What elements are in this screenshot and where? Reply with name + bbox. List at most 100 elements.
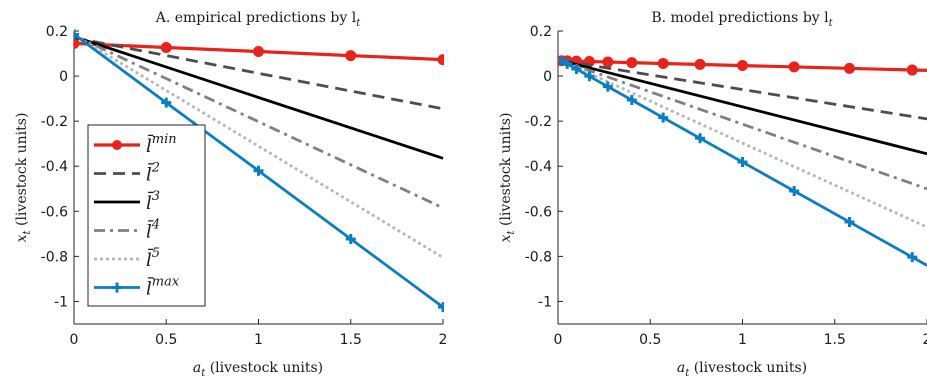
chart1-xlabel-unit: (livestock units)	[689, 360, 807, 376]
chart0-legend-label-base: l̄	[146, 162, 154, 186]
chart1-series-min-point	[626, 57, 638, 69]
chart1-series-max-point	[571, 64, 582, 75]
chart0-series-min-point	[253, 46, 264, 58]
chart0-ytick-label: -1	[54, 294, 68, 310]
chart0-legend-label-base: l̄	[146, 247, 154, 271]
chart0-series-max-point	[253, 165, 264, 176]
chart0-legend-marker-max	[112, 282, 122, 293]
chart0-series-min-point	[160, 41, 172, 53]
chart0-legend-label-base: l̄	[146, 133, 154, 157]
chart1-title-main: B. model predictions by l	[651, 10, 829, 26]
chart1-xlabel: at (livestock units)	[677, 360, 807, 379]
chart0-ytick-label: -0.8	[41, 249, 68, 265]
chart1-series-max-point	[626, 95, 637, 106]
chart0-series-max-point	[74, 29, 79, 40]
chart1-series-max-point	[789, 185, 800, 196]
chart0-xlabel: at (livestock units)	[193, 360, 323, 379]
chart1-title-sub: t	[829, 18, 834, 29]
chart0-xlabel-sub: t	[201, 368, 206, 379]
chart0-series-min-point	[437, 54, 444, 66]
chart1-ytick-label: -1	[538, 294, 552, 310]
chart1-ylabel-var: x	[498, 234, 514, 242]
chart1-series-max-point	[844, 216, 855, 227]
chart0-legend-label-l2: l̄2	[146, 161, 160, 186]
chart0-xtick-label: 1	[254, 332, 263, 348]
chart0-series-max-point	[161, 97, 172, 108]
chart0-ytick-label: 0.2	[46, 24, 68, 40]
chart0-legend-label-max: l̄max	[146, 275, 180, 300]
chart1-series-l4-line	[561, 59, 927, 191]
chart0-legend-label-sup: 3	[152, 189, 160, 204]
chart0-xtick-label: 0.5	[155, 332, 177, 348]
chart1-series-max-point	[695, 133, 706, 144]
chart1-series-l2-line	[561, 59, 927, 121]
chart1-xtick-label: 0	[554, 332, 563, 348]
chart0-title: A. empirical predictions by lt	[155, 10, 362, 29]
chart1-xtick-label: 1.5	[824, 332, 846, 348]
chart0-series-max-point	[345, 234, 356, 245]
chart0-plot-area	[74, 29, 444, 313]
chart0-ylabel-sub: t	[22, 229, 33, 234]
chart0-series-min-point	[74, 37, 80, 49]
chart0-legend-label-base: l̄	[146, 219, 154, 243]
chart0-series-l2-line	[74, 36, 444, 111]
chart0-ylabel-unit: (livestock units)	[14, 113, 30, 231]
chart0-legend-label-l4: l̄4	[146, 218, 160, 243]
chart1-series-min-point	[602, 56, 614, 68]
chart0-title-main: A. empirical predictions by l	[155, 10, 357, 26]
chart1-ytick-label: 0.2	[530, 24, 552, 40]
chart0-series-max-point	[438, 302, 444, 313]
chart0-legend-label-base: l̄	[146, 190, 154, 214]
chart1-title: B. model predictions by lt	[651, 10, 833, 29]
chart1-xtick-label: 0.5	[639, 332, 661, 348]
chart0-xlabel-unit: (livestock units)	[205, 360, 323, 376]
chart0-legend-label-l3: l̄3	[146, 189, 160, 214]
chart0-ylabel-var: x	[14, 234, 30, 242]
chart0-xtick-label: 2	[439, 332, 448, 348]
chart0-legend-marker-min	[112, 140, 122, 150]
chart1-series-max-point	[562, 58, 573, 69]
chart0-ytick-label: -0.2	[41, 114, 68, 130]
chart0-series-l4-line	[74, 34, 444, 210]
chart0-series-l3-line	[74, 35, 444, 160]
chart1-xtick-label: 2	[923, 332, 927, 348]
chart0-legend-label-base: l̄	[146, 276, 154, 300]
chart0-title-sub: t	[356, 18, 361, 29]
chart0-ylabel: xt (livestock units)	[14, 113, 33, 243]
chart1-series-max-point	[558, 55, 567, 66]
chart1-panel: 0 0.5 1 1.5 2 0.2 0 -0.2 -0.4 -0.6 -0.8 -1 B. model …	[498, 10, 927, 379]
chart0-legend-label-sup: 2	[151, 161, 160, 176]
chart0-legend-label-sup: max	[152, 275, 180, 290]
chart1-series-l3-line	[561, 59, 927, 156]
chart1-ylabel-unit: (livestock units)	[498, 113, 514, 231]
chart1-ytick-label: -0.4	[525, 159, 552, 175]
chart1-series-max-point	[907, 252, 918, 263]
chart0-legend-label-sup: 4	[151, 218, 160, 233]
chart0-xlabel-var: a	[193, 360, 201, 376]
chart1-series-min-point	[657, 57, 669, 69]
chart1-ylabel-sub: t	[506, 229, 517, 234]
chart0-legend-label-min: l̄min	[146, 132, 177, 157]
chart0-legend-label-l5: l̄5	[146, 246, 160, 271]
chart1-plot-area	[558, 55, 927, 267]
chart0-ytick-label: -0.6	[41, 204, 68, 220]
chart0-series-min-point	[345, 50, 357, 62]
chart1-series-min-point	[737, 60, 748, 72]
chart1-ytick-label: 0	[543, 69, 552, 85]
chart1-series-max-point	[602, 81, 613, 92]
chart0-xtick-label: 0	[70, 332, 79, 348]
chart1-xlabel-sub: t	[685, 368, 690, 379]
chart0-legend-label-sup: min	[152, 132, 177, 147]
chart0-ytick-label: -0.4	[41, 159, 68, 175]
chart1-series-min-point	[694, 58, 706, 70]
chart1-xlabel-var: a	[677, 360, 685, 376]
chart1-series-max-point	[584, 71, 595, 82]
chart1-ytick-label: -0.8	[525, 249, 552, 265]
chart0-legend-label-sup: 5	[152, 246, 160, 261]
chart0-legend-box	[87, 124, 206, 307]
chart1-series-max-point	[658, 112, 669, 123]
chart1-series-min-point	[906, 64, 918, 76]
chart1-series-l5-line	[561, 59, 927, 229]
chart1-series-max-point	[737, 157, 748, 168]
chart0-ytick-label: 0	[59, 69, 68, 85]
